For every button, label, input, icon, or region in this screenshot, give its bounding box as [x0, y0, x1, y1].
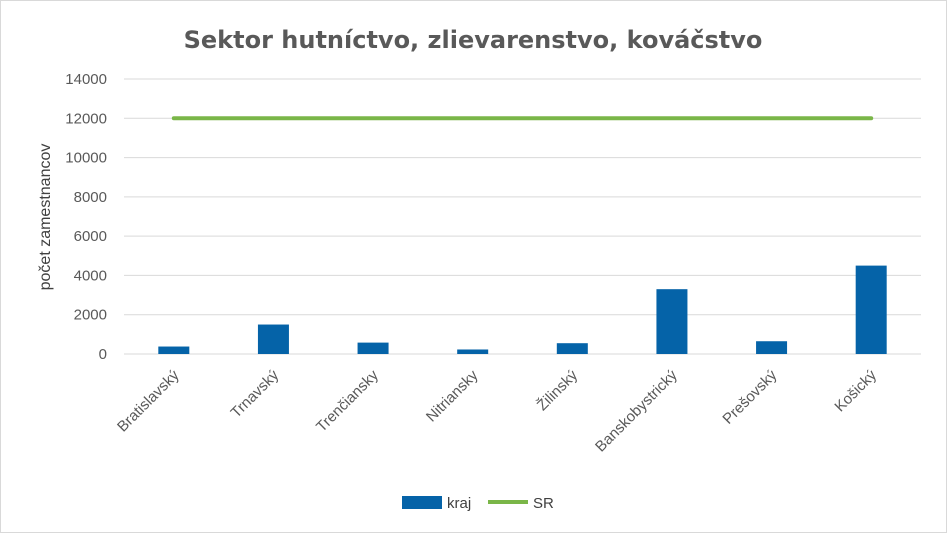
y-tick-label: 8000 — [74, 189, 107, 206]
bars — [158, 265, 887, 354]
bar-kraj — [756, 341, 788, 354]
x-tick-labels: Bratislavský Trnavský Trenčiansky Nitriansk… — [114, 366, 880, 455]
legend: kraj SR — [402, 495, 554, 512]
y-tick-label: 4000 — [74, 267, 107, 284]
x-tick-label: Nitriansky — [423, 366, 482, 425]
bar-kraj — [457, 349, 489, 354]
y-tick-label: 12000 — [65, 110, 107, 127]
bar-kraj — [656, 289, 688, 354]
x-tick-label: Banskobystrický — [592, 366, 681, 455]
legend-swatch-kraj — [402, 496, 442, 509]
chart-title: Sektor hutníctvo, zlievarenstvo, kováčst… — [184, 26, 763, 54]
bar-kraj — [855, 265, 887, 354]
x-tick-label: Košický — [831, 366, 880, 415]
x-tick-label: Žilinský — [534, 366, 582, 414]
legend-label-kraj: kraj — [447, 495, 471, 512]
y-tick-labels: 0 2000 4000 6000 8000 10000 12000 14000 — [65, 71, 107, 363]
x-tick-label: Bratislavský — [114, 366, 183, 435]
x-tick-label: Trnavský — [228, 366, 283, 421]
y-tick-label: 6000 — [74, 228, 107, 245]
legend-label-sr: SR — [533, 495, 554, 512]
y-tick-label: 14000 — [65, 71, 107, 88]
bar-kraj — [257, 324, 289, 354]
y-axis-title: počet zamestnancov — [37, 144, 54, 291]
bar-kraj — [357, 342, 389, 354]
bar-kraj — [556, 343, 588, 354]
bar-kraj — [158, 346, 190, 354]
y-tick-label: 10000 — [65, 150, 107, 167]
x-tick-label: Trenčiansky — [313, 366, 382, 435]
y-tick-label: 2000 — [74, 307, 107, 324]
y-tick-label: 0 — [99, 346, 107, 363]
x-tick-label: Prešovský — [719, 366, 780, 427]
